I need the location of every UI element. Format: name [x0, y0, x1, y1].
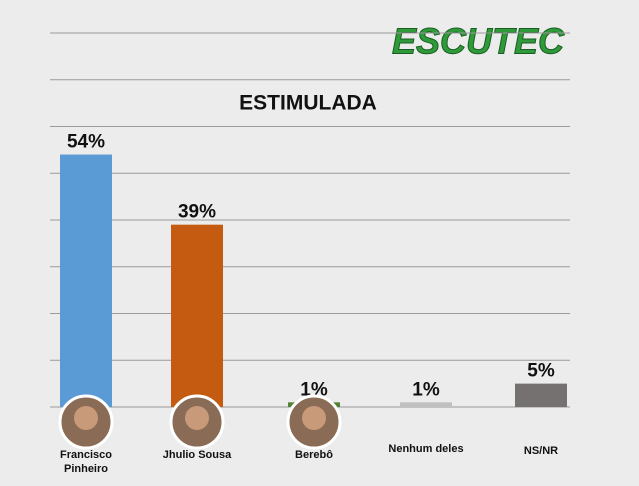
photo-face — [74, 406, 98, 430]
bar — [515, 383, 567, 407]
value-label: 1% — [300, 379, 328, 400]
bar — [171, 224, 223, 407]
x-tick-label: Berebô — [295, 449, 333, 461]
x-tick-label: Francisco Pinheiro — [60, 449, 112, 475]
bar — [60, 154, 112, 407]
value-label: 54% — [67, 132, 105, 153]
value-label: 39% — [178, 202, 216, 223]
x-tick-label: Jhulio Sousa — [162, 449, 232, 461]
value-label: 5% — [527, 361, 555, 382]
photo-face — [302, 406, 326, 430]
x-tick-label: Nenhum deles — [388, 443, 464, 455]
logo: ESCUTEC — [392, 21, 565, 62]
value-label: 1% — [412, 379, 440, 400]
x-tick-label: NS/NR — [523, 445, 559, 457]
photo-face — [185, 406, 209, 430]
chart-title: ESTIMULADA — [239, 92, 377, 115]
bar — [400, 402, 452, 407]
